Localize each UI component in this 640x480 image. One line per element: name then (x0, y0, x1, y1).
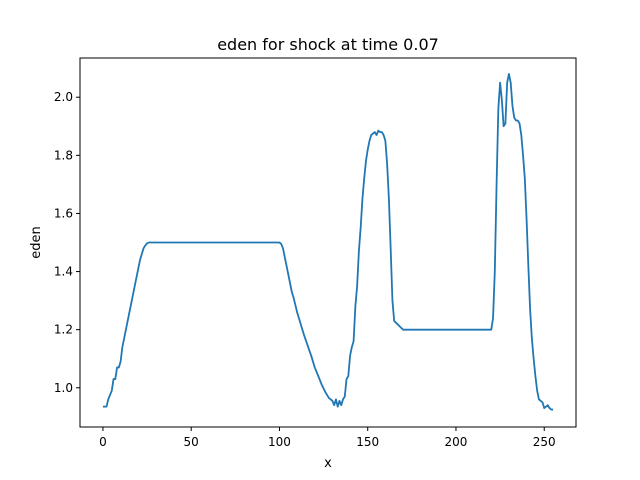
y-tick-label: 1.2 (54, 323, 73, 337)
x-tick-label: 100 (268, 435, 291, 449)
x-tick-label: 50 (184, 435, 199, 449)
series-line (102, 73, 554, 411)
x-tick-label: 200 (445, 435, 468, 449)
x-tick-label: 150 (356, 435, 379, 449)
y-axis-label: eden (29, 226, 44, 259)
plot-area (79, 57, 577, 428)
y-tick-label: 1.8 (54, 148, 73, 162)
y-tick-label: 1.6 (54, 206, 73, 220)
x-axis: 0 50 100 150 200 250 (99, 427, 556, 449)
y-tick-label: 1.0 (54, 381, 73, 395)
plot-frame (79, 57, 577, 428)
y-axis: 1.0 1.2 1.4 1.6 1.8 2.0 (54, 90, 80, 395)
x-tick-label: 250 (533, 435, 556, 449)
y-tick-label: 1.4 (54, 265, 73, 279)
x-tick-label: 0 (99, 435, 107, 449)
x-axis-label: x (324, 456, 332, 471)
y-tick-label: 2.0 (54, 90, 73, 104)
chart-title: eden for shock at time 0.07 (217, 35, 439, 54)
